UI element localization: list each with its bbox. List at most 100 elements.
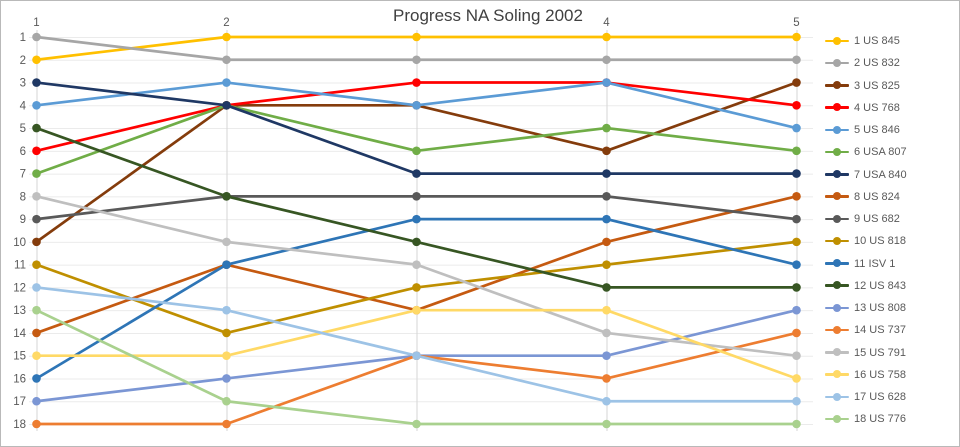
- data-point-marker: [412, 146, 421, 156]
- legend-label: 11 ISV 1: [854, 257, 896, 270]
- data-point-marker: [602, 419, 611, 429]
- data-point-marker: [602, 214, 611, 224]
- y-tick-label: 3: [20, 78, 26, 90]
- data-point-marker: [222, 100, 231, 110]
- legend-label: 4 US 768: [854, 101, 900, 114]
- y-tick-label: 10: [13, 237, 26, 249]
- data-point-marker: [602, 123, 611, 133]
- data-point-marker: [32, 396, 41, 406]
- legend: 1 US 845 2 US 832 3 US 825 4 US 768 5 US 846…: [825, 30, 957, 431]
- legend-item: 8 US 824: [825, 186, 957, 208]
- legend-label: 17 US 628: [854, 391, 906, 404]
- legend-item: 3 US 825: [825, 75, 957, 97]
- y-tick-label: 9: [20, 214, 26, 226]
- legend-item: 14 US 737: [825, 319, 957, 341]
- data-point-marker: [32, 169, 41, 178]
- data-point-marker: [412, 78, 421, 87]
- data-point-marker: [412, 419, 421, 429]
- data-point-marker: [602, 146, 611, 156]
- data-point-marker: [792, 419, 801, 429]
- data-point-marker: [412, 260, 421, 269]
- x-tick-label: 1: [33, 17, 39, 29]
- gridlines: [29, 30, 813, 431]
- x-tick-label: 2: [223, 17, 229, 29]
- data-point-marker: [792, 78, 801, 87]
- legend-item: 5 US 846: [825, 119, 957, 141]
- data-point-marker: [32, 328, 41, 338]
- legend-series-marker-icon: [825, 236, 849, 246]
- data-point-marker: [222, 78, 231, 87]
- y-tick-label: 13: [13, 305, 26, 317]
- data-point-marker: [32, 305, 41, 315]
- y-tick-label: 18: [13, 419, 26, 431]
- legend-series-marker-icon: [825, 214, 849, 224]
- data-point-marker: [602, 283, 611, 292]
- y-tick-label: 7: [20, 169, 26, 181]
- legend-series-marker-icon: [825, 36, 849, 46]
- legend-series-marker-icon: [825, 125, 849, 135]
- legend-label: 6 USA 807: [854, 146, 907, 159]
- legend-label: 3 US 825: [854, 79, 900, 92]
- legend-item: 17 US 628: [825, 386, 957, 408]
- legend-item: 4 US 768: [825, 97, 957, 119]
- y-tick-label: 1: [20, 32, 26, 44]
- data-point-marker: [412, 214, 421, 224]
- legend-label: 14 US 737: [854, 324, 906, 337]
- legend-series-marker-icon: [825, 103, 849, 112]
- legend-series-marker-icon: [825, 259, 849, 268]
- data-point-marker: [792, 169, 801, 178]
- data-point-marker: [412, 237, 421, 247]
- y-tick-label: 11: [14, 260, 26, 272]
- data-point-marker: [602, 55, 611, 65]
- series-12-us-843: [32, 123, 801, 292]
- data-point-marker: [602, 32, 611, 42]
- legend-item: 15 US 791: [825, 342, 957, 364]
- data-point-marker: [412, 169, 421, 178]
- legend-label: 10 US 818: [854, 235, 906, 248]
- data-point-marker: [792, 328, 801, 338]
- data-point-marker: [222, 351, 231, 361]
- data-point-marker: [412, 192, 421, 201]
- legend-label: 5 US 846: [854, 124, 900, 137]
- data-point-marker: [32, 374, 41, 383]
- x-tick-label: 5: [793, 17, 799, 29]
- legend-series-marker-icon: [825, 147, 849, 157]
- y-tick-label: 17: [13, 396, 26, 408]
- data-point-marker: [32, 100, 41, 110]
- chart-title: Progress NA Soling 2002: [383, 6, 593, 26]
- data-point-marker: [412, 305, 421, 315]
- legend-series-marker-icon: [825, 170, 849, 179]
- legend-label: 16 US 758: [854, 368, 906, 381]
- data-point-marker: [602, 305, 611, 315]
- legend-item: 2 US 832: [825, 52, 957, 74]
- legend-item: 12 US 843: [825, 275, 957, 297]
- data-point-marker: [222, 192, 231, 201]
- legend-label: 1 US 845: [854, 35, 900, 48]
- data-point-marker: [792, 374, 801, 383]
- data-point-marker: [412, 283, 421, 292]
- legend-item: 18 US 776: [825, 408, 957, 430]
- data-point-marker: [32, 123, 41, 133]
- legend-label: 8 US 824: [854, 190, 900, 203]
- legend-series-marker-icon: [825, 348, 849, 357]
- legend-series-marker-icon: [825, 303, 849, 313]
- data-point-marker: [32, 351, 41, 361]
- data-point-marker: [222, 328, 231, 338]
- legend-series-marker-icon: [825, 58, 849, 68]
- y-tick-label: 6: [20, 146, 26, 158]
- y-tick-label: 16: [13, 373, 26, 385]
- data-point-marker: [602, 237, 611, 247]
- data-point-marker: [222, 32, 231, 42]
- data-point-marker: [792, 192, 801, 201]
- legend-label: 13 US 808: [854, 302, 906, 315]
- legend-item: 7 USA 840: [825, 164, 957, 186]
- legend-series-marker-icon: [825, 370, 849, 379]
- series-10-us-818: [32, 237, 801, 338]
- data-point-marker: [222, 374, 231, 383]
- data-point-marker: [602, 328, 611, 338]
- data-point-marker: [32, 214, 41, 224]
- legend-item: 9 US 682: [825, 208, 957, 230]
- y-tick-label: 12: [13, 282, 26, 294]
